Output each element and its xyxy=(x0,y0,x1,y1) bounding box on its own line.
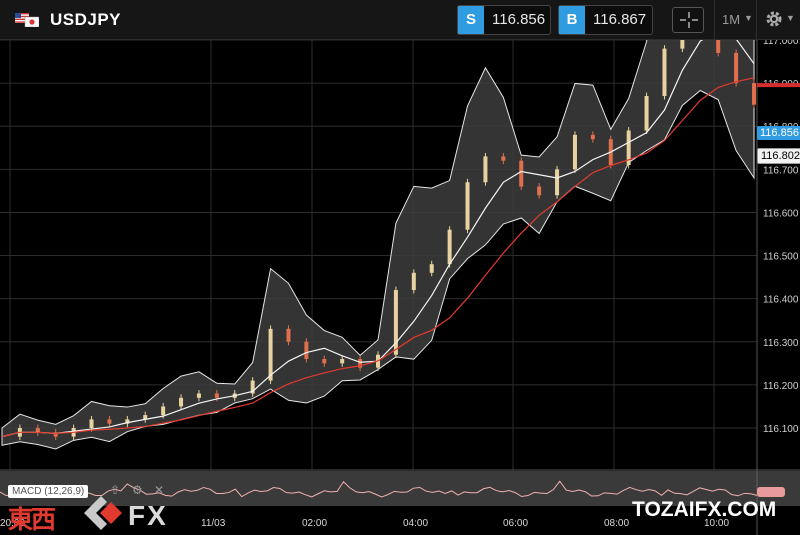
price-chart[interactable]: 117.000116.900116.800116.700116.600116.5… xyxy=(0,40,800,535)
candle-body xyxy=(107,419,112,424)
candle-body xyxy=(572,134,577,170)
candle-body xyxy=(179,397,184,407)
candle-body xyxy=(322,359,327,364)
time-tick-label: 04:00 xyxy=(403,518,429,529)
y-tick-label: 116.300 xyxy=(763,338,799,349)
candle-body xyxy=(268,328,273,381)
watermark-text: TOZAIFX.COM xyxy=(632,498,777,521)
candle-body xyxy=(644,96,649,131)
candle-body xyxy=(555,169,560,196)
candle-body xyxy=(537,186,542,196)
y-tick-label: 116.700 xyxy=(763,165,799,176)
candle-body xyxy=(125,419,130,424)
candle-body xyxy=(447,229,452,265)
macd-value-tag xyxy=(757,487,785,497)
candle-body xyxy=(358,359,363,368)
close-icon[interactable]: ✕ xyxy=(154,483,165,497)
arrow-up-icon[interactable]: ⇧ xyxy=(110,483,121,497)
moving-average-line xyxy=(1,77,755,438)
bollinger-band xyxy=(1,40,755,450)
candle-body xyxy=(214,393,219,398)
toolbar-divider xyxy=(714,0,715,40)
chevron-down-icon[interactable]: ▼ xyxy=(786,13,795,23)
candle-body xyxy=(286,328,291,342)
y-tick-label: 116.400 xyxy=(763,295,799,306)
candle-body xyxy=(483,156,488,183)
logo-fx: FX xyxy=(128,500,168,531)
candle-body xyxy=(250,380,255,394)
candle-body xyxy=(501,156,506,161)
macd-pane xyxy=(0,471,800,506)
macd-indicator-label[interactable]: MACD (12,26,9) xyxy=(8,485,89,498)
buy-price: 116.867 xyxy=(593,11,647,28)
crosshair-button[interactable] xyxy=(672,7,704,33)
y-tick-label: 116.500 xyxy=(763,252,799,263)
candle-body xyxy=(519,160,524,187)
buy-tag: B xyxy=(559,6,585,34)
macd-line xyxy=(0,480,758,498)
candle-body xyxy=(752,83,756,105)
candle-body xyxy=(590,134,595,140)
candle-body xyxy=(340,359,345,364)
us-jp-flag-icon xyxy=(15,13,39,27)
candle-body xyxy=(680,40,685,49)
candle-body xyxy=(304,341,309,360)
time-tick-label: 06:00 xyxy=(503,518,529,529)
sell-button[interactable]: S 116.856 xyxy=(457,5,551,35)
y-tick-label: 116.100 xyxy=(763,424,799,435)
candle-body xyxy=(662,48,667,97)
candle-body xyxy=(429,264,434,273)
logo-mark-icon xyxy=(84,496,122,530)
crosshair-icon xyxy=(680,12,698,28)
logo-kanji: 東西 xyxy=(8,505,56,534)
candle-body xyxy=(626,130,631,166)
low-price-label: 116.802 xyxy=(757,148,800,164)
candle-body xyxy=(89,419,94,428)
buy-button[interactable]: B 116.867 xyxy=(558,5,653,35)
symbol-title[interactable]: USDJPY xyxy=(50,10,122,29)
sell-tag: S xyxy=(458,6,484,34)
current-price-label: 116.856 xyxy=(757,126,800,140)
gear-icon[interactable]: ⚙ xyxy=(132,483,143,497)
toolbar-divider xyxy=(756,0,757,40)
candle-body xyxy=(716,40,721,53)
y-tick-label: 116.600 xyxy=(763,208,799,219)
y-tick-label: 117.000 xyxy=(763,40,799,47)
candle-body xyxy=(161,406,166,416)
time-tick-label: 10:00 xyxy=(704,518,730,529)
price-marker-line xyxy=(757,83,800,88)
sell-price: 116.856 xyxy=(492,11,546,28)
candle-body xyxy=(393,290,398,355)
candle-body xyxy=(35,428,40,433)
time-tick-label: 08:00 xyxy=(604,518,630,529)
time-tick-label: 11/03 xyxy=(201,518,226,529)
candle-body xyxy=(143,415,148,420)
candle-body xyxy=(53,432,58,437)
y-tick-label: 116.200 xyxy=(763,381,799,392)
time-tick-label: 20:00 xyxy=(0,518,26,529)
candle-body xyxy=(734,52,739,84)
time-tick-label: 02:00 xyxy=(302,518,328,529)
top-toolbar: USDJPY S 116.856 B 116.867 1M ▼ ▼ xyxy=(0,0,800,40)
gear-icon[interactable] xyxy=(764,9,784,29)
timeframe-selector[interactable]: 1M xyxy=(722,12,741,27)
candle-body xyxy=(196,393,201,398)
candle-body xyxy=(411,272,416,291)
candle-body xyxy=(465,182,470,230)
chevron-down-icon[interactable]: ▼ xyxy=(744,13,753,23)
